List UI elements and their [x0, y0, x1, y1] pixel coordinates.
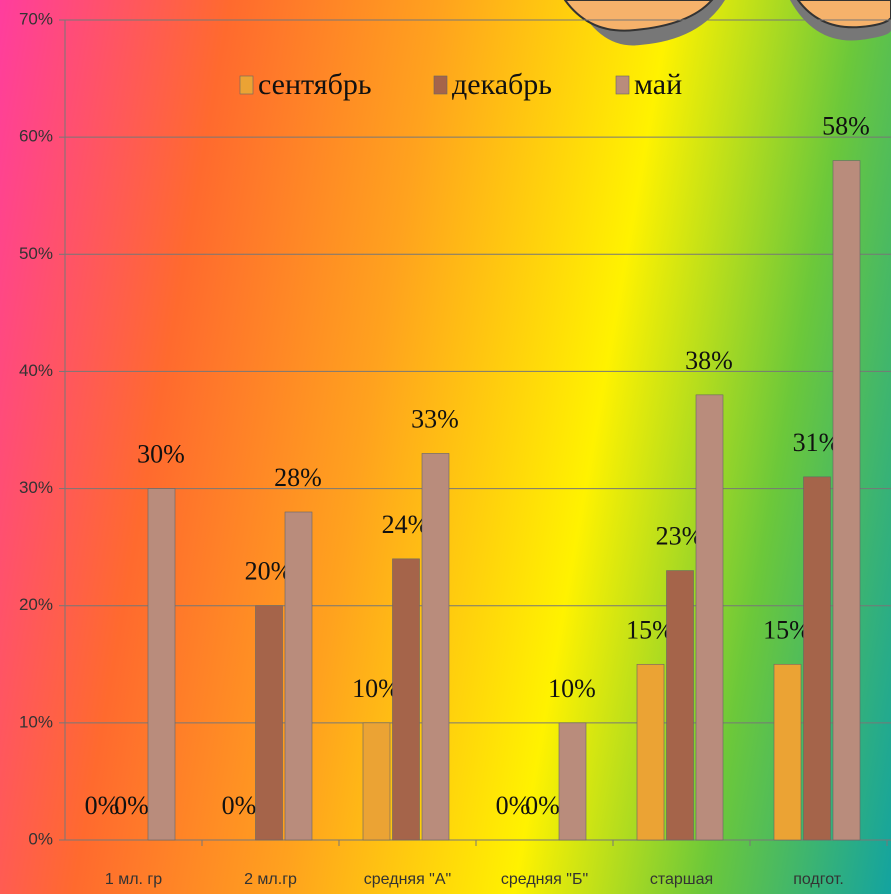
data-label: 20% — [245, 557, 293, 586]
y-tick-label: 20% — [19, 595, 53, 614]
bar — [832, 160, 861, 841]
data-label: 0% — [222, 791, 257, 820]
x-tick-label: подгот. — [793, 871, 844, 888]
data-label: 38% — [685, 346, 733, 375]
y-tick-label: 70% — [19, 9, 53, 28]
data-label: 58% — [822, 112, 870, 141]
data-label: 0% — [496, 791, 531, 820]
bar — [421, 453, 450, 841]
data-label: 33% — [411, 404, 459, 433]
legend-label: май — [634, 68, 682, 101]
data-label: 10% — [548, 674, 596, 703]
bar — [255, 605, 283, 841]
data-label: 24% — [382, 510, 430, 539]
y-tick-label: 10% — [19, 712, 53, 731]
y-tick-label: 40% — [19, 361, 53, 380]
y-tick-label: 0% — [28, 829, 53, 848]
x-tick-label: 1 мл. гр — [105, 871, 162, 888]
legend-label: сентябрь — [258, 68, 372, 101]
bar — [773, 663, 802, 841]
bar — [284, 511, 313, 841]
x-tick-label: средняя "А" — [364, 871, 451, 888]
y-tick-label: 50% — [19, 244, 53, 263]
x-tick-label: средняя "Б" — [501, 871, 588, 888]
y-tick-label: 60% — [19, 127, 53, 146]
data-label: 0% — [525, 791, 560, 820]
bar — [803, 476, 831, 841]
data-label: 15% — [763, 615, 811, 644]
bar — [695, 394, 724, 841]
bar — [666, 570, 694, 841]
x-tick-label: старшая — [650, 871, 713, 888]
legend-swatch — [615, 75, 630, 95]
decoration — [563, 0, 891, 46]
x-tick-label: 2 мл.гр — [244, 871, 297, 888]
bar — [147, 488, 176, 841]
data-label: 30% — [137, 440, 185, 469]
bar — [636, 663, 665, 841]
data-label: 10% — [352, 674, 400, 703]
data-label: 28% — [274, 463, 322, 492]
data-label: 31% — [793, 428, 841, 457]
legend-label: декабрь — [452, 68, 552, 101]
bar — [392, 558, 420, 841]
y-tick-label: 30% — [19, 478, 53, 497]
data-label: 0% — [85, 791, 120, 820]
bar — [362, 722, 391, 841]
data-label: 15% — [626, 615, 674, 644]
data-label: 23% — [656, 522, 704, 551]
legend-swatch — [433, 75, 448, 95]
legend-swatch — [239, 75, 254, 95]
bar — [558, 722, 587, 841]
data-label: 0% — [114, 791, 149, 820]
